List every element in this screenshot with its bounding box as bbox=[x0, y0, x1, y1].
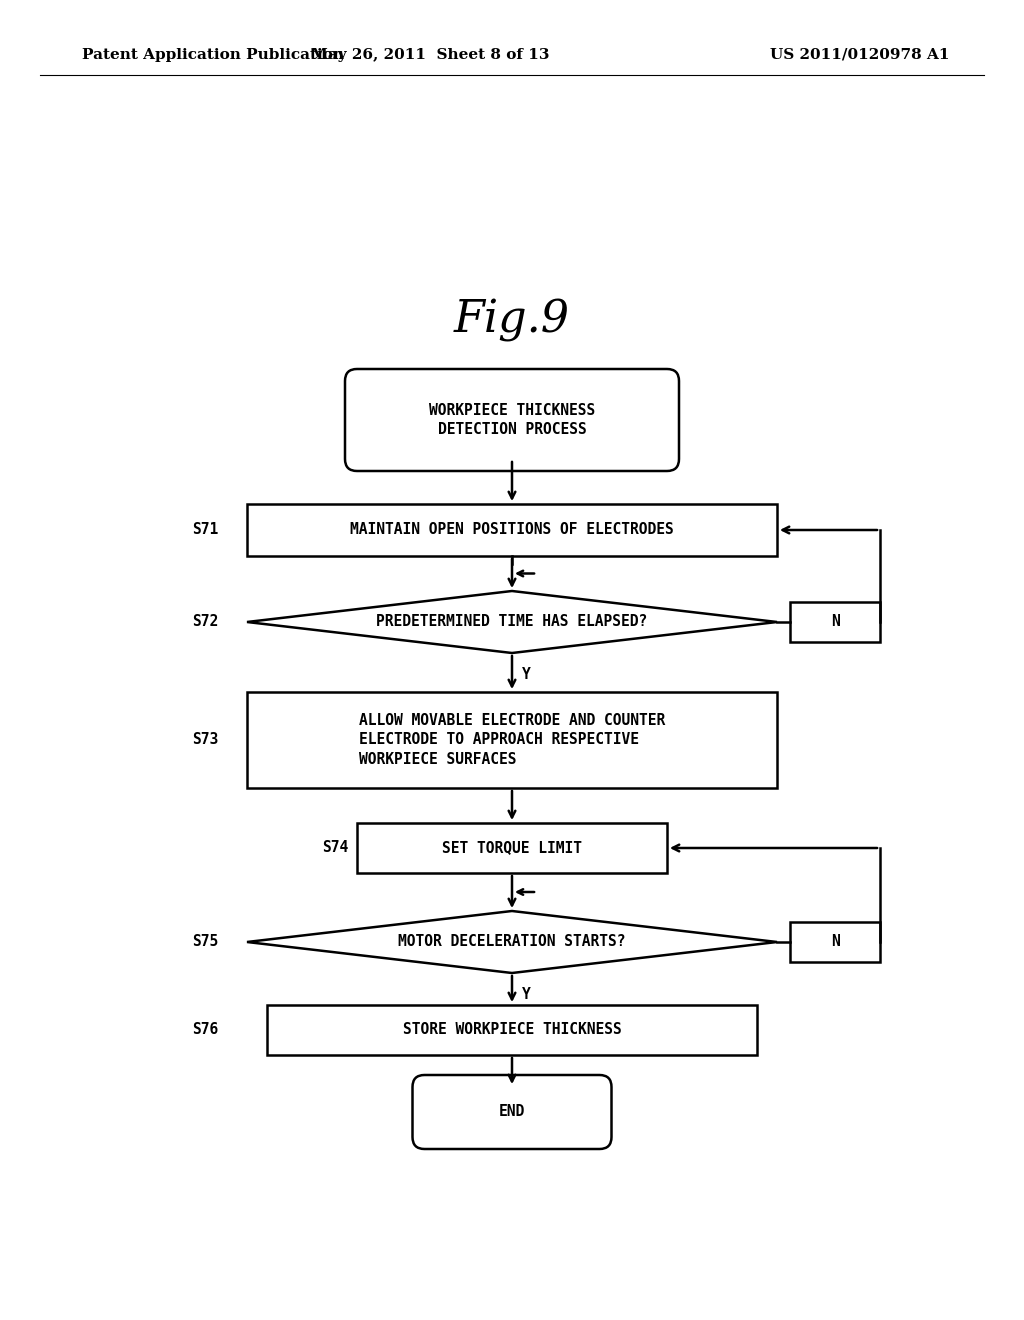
Bar bbox=[357, 822, 667, 873]
Text: MAINTAIN OPEN POSITIONS OF ELECTRODES: MAINTAIN OPEN POSITIONS OF ELECTRODES bbox=[350, 523, 674, 537]
Text: S74: S74 bbox=[322, 841, 348, 855]
Text: US 2011/0120978 A1: US 2011/0120978 A1 bbox=[770, 48, 950, 62]
Bar bbox=[267, 1005, 757, 1055]
Text: ALLOW MOVABLE ELECTRODE AND COUNTER
ELECTRODE TO APPROACH RESPECTIVE
WORKPIECE S: ALLOW MOVABLE ELECTRODE AND COUNTER ELEC… bbox=[358, 713, 666, 767]
Text: Y: Y bbox=[522, 987, 530, 1002]
Polygon shape bbox=[247, 591, 777, 653]
Bar bbox=[247, 504, 777, 556]
Text: S72: S72 bbox=[191, 615, 218, 630]
Polygon shape bbox=[247, 911, 777, 973]
Text: May 26, 2011  Sheet 8 of 13: May 26, 2011 Sheet 8 of 13 bbox=[310, 48, 549, 62]
Text: N: N bbox=[830, 935, 840, 949]
Text: Fig.9: Fig.9 bbox=[454, 298, 570, 342]
Text: PREDETERMINED TIME HAS ELAPSED?: PREDETERMINED TIME HAS ELAPSED? bbox=[377, 615, 647, 630]
Text: S71: S71 bbox=[191, 523, 218, 537]
Text: END: END bbox=[499, 1105, 525, 1119]
Text: S75: S75 bbox=[191, 935, 218, 949]
Text: SET TORQUE LIMIT: SET TORQUE LIMIT bbox=[442, 841, 582, 855]
Text: N: N bbox=[830, 615, 840, 630]
Text: Y: Y bbox=[522, 667, 530, 682]
Text: Patent Application Publication: Patent Application Publication bbox=[82, 48, 344, 62]
FancyBboxPatch shape bbox=[345, 370, 679, 471]
Text: MOTOR DECELERATION STARTS?: MOTOR DECELERATION STARTS? bbox=[398, 935, 626, 949]
FancyBboxPatch shape bbox=[413, 1074, 611, 1148]
Bar bbox=[790, 602, 880, 642]
Text: STORE WORKPIECE THICKNESS: STORE WORKPIECE THICKNESS bbox=[402, 1023, 622, 1038]
Bar bbox=[247, 692, 777, 788]
Bar bbox=[790, 921, 880, 962]
Text: WORKPIECE THICKNESS
DETECTION PROCESS: WORKPIECE THICKNESS DETECTION PROCESS bbox=[429, 403, 595, 437]
Text: S76: S76 bbox=[191, 1023, 218, 1038]
Text: S73: S73 bbox=[191, 733, 218, 747]
